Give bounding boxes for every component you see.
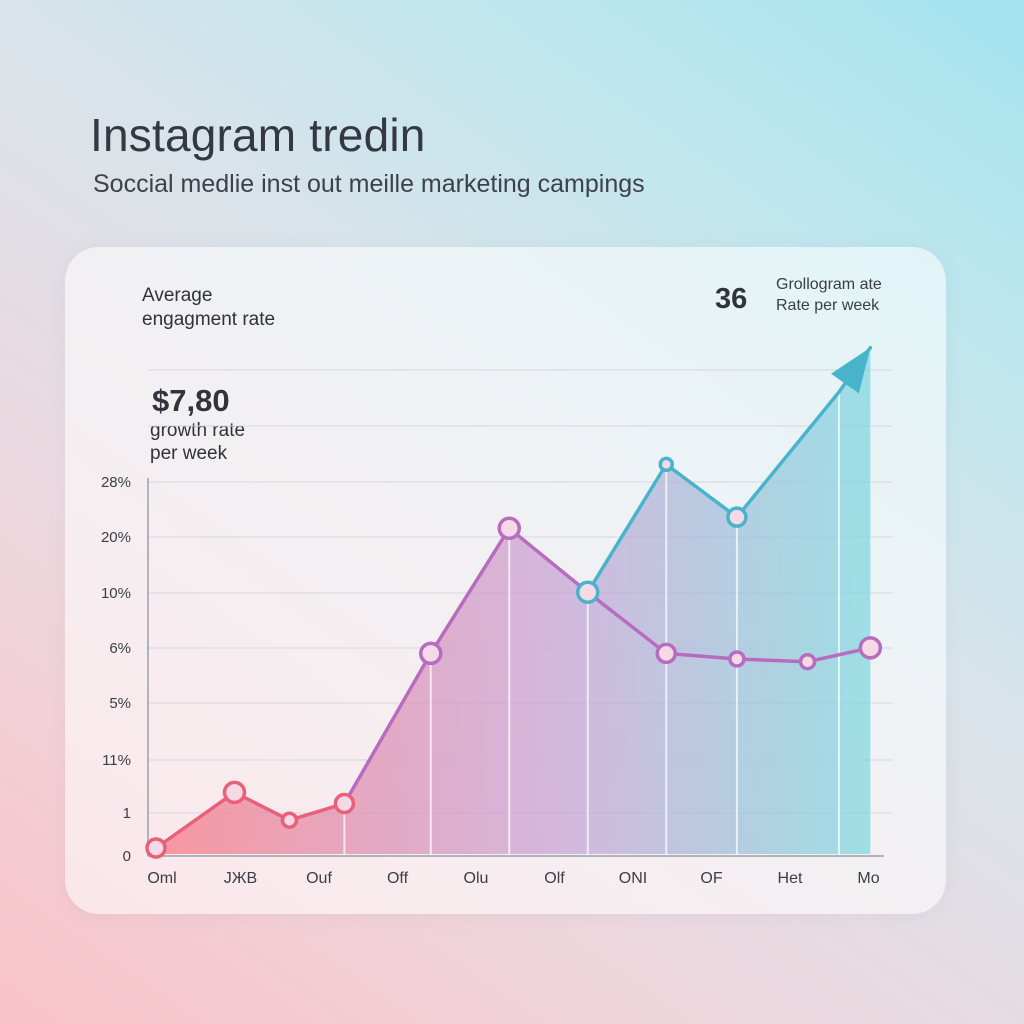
x-tick-label: ONI: [619, 870, 647, 887]
x-tick-label: Olu: [464, 870, 489, 887]
data-point: [655, 642, 677, 665]
data-point: [798, 652, 817, 671]
avg-engagement-label: Average engagment rate: [142, 284, 275, 332]
x-tick-label: Mo: [857, 870, 879, 887]
data-point: [728, 650, 746, 668]
data-point: [858, 636, 883, 660]
series-line-1: [154, 790, 347, 850]
y-tick-label: 6%: [109, 640, 131, 657]
data-point: [658, 456, 674, 473]
avg-label-line2: engagment rate: [142, 309, 276, 330]
stat-number: 36: [715, 283, 748, 315]
growth-rate-label: growth rate per week: [150, 419, 245, 465]
y-tick-label: 11%: [102, 752, 131, 769]
growth-label-line1: growth rate: [150, 420, 246, 441]
y-tick-label: 1: [123, 805, 131, 822]
stat-label: Grollogram ate Rate per week: [776, 274, 882, 316]
y-tick-label: 5%: [109, 695, 131, 712]
stat-label-line2: Rate per week: [776, 297, 880, 314]
growth-label-line2: per week: [150, 443, 228, 464]
data-point: [333, 792, 356, 815]
data-point: [222, 780, 247, 805]
data-point: [576, 580, 600, 604]
page-subtitle: Soccial medlie inst out meille marketing…: [93, 170, 645, 198]
x-tick-label: Off: [387, 870, 409, 887]
series-line-2: [342, 526, 873, 806]
data-point: [145, 837, 167, 859]
x-tick-label: JЖB: [224, 870, 257, 887]
y-tick-label: 10%: [101, 585, 131, 602]
trend-arrow-head: [831, 347, 871, 394]
y-tick-label: 28%: [101, 474, 131, 491]
x-tick-label: Ouf: [306, 870, 332, 887]
growth-value: $7,80: [152, 383, 230, 418]
data-point: [280, 811, 299, 829]
page-title: Instagram tredin: [90, 109, 426, 161]
x-tick-label: Oml: [147, 870, 176, 887]
x-tick-label: OF: [700, 870, 722, 887]
x-tick-label: Het: [778, 870, 803, 887]
data-point: [497, 516, 521, 541]
data-point: [419, 641, 443, 666]
avg-label-line1: Average: [142, 285, 213, 306]
stat-label-line1: Grollogram ate: [776, 276, 882, 293]
x-tick-label: Olf: [544, 870, 565, 887]
data-point: [726, 506, 748, 528]
y-tick-label: 0: [123, 848, 131, 865]
y-tick-label: 20%: [101, 529, 131, 546]
area-fill: [156, 347, 871, 854]
